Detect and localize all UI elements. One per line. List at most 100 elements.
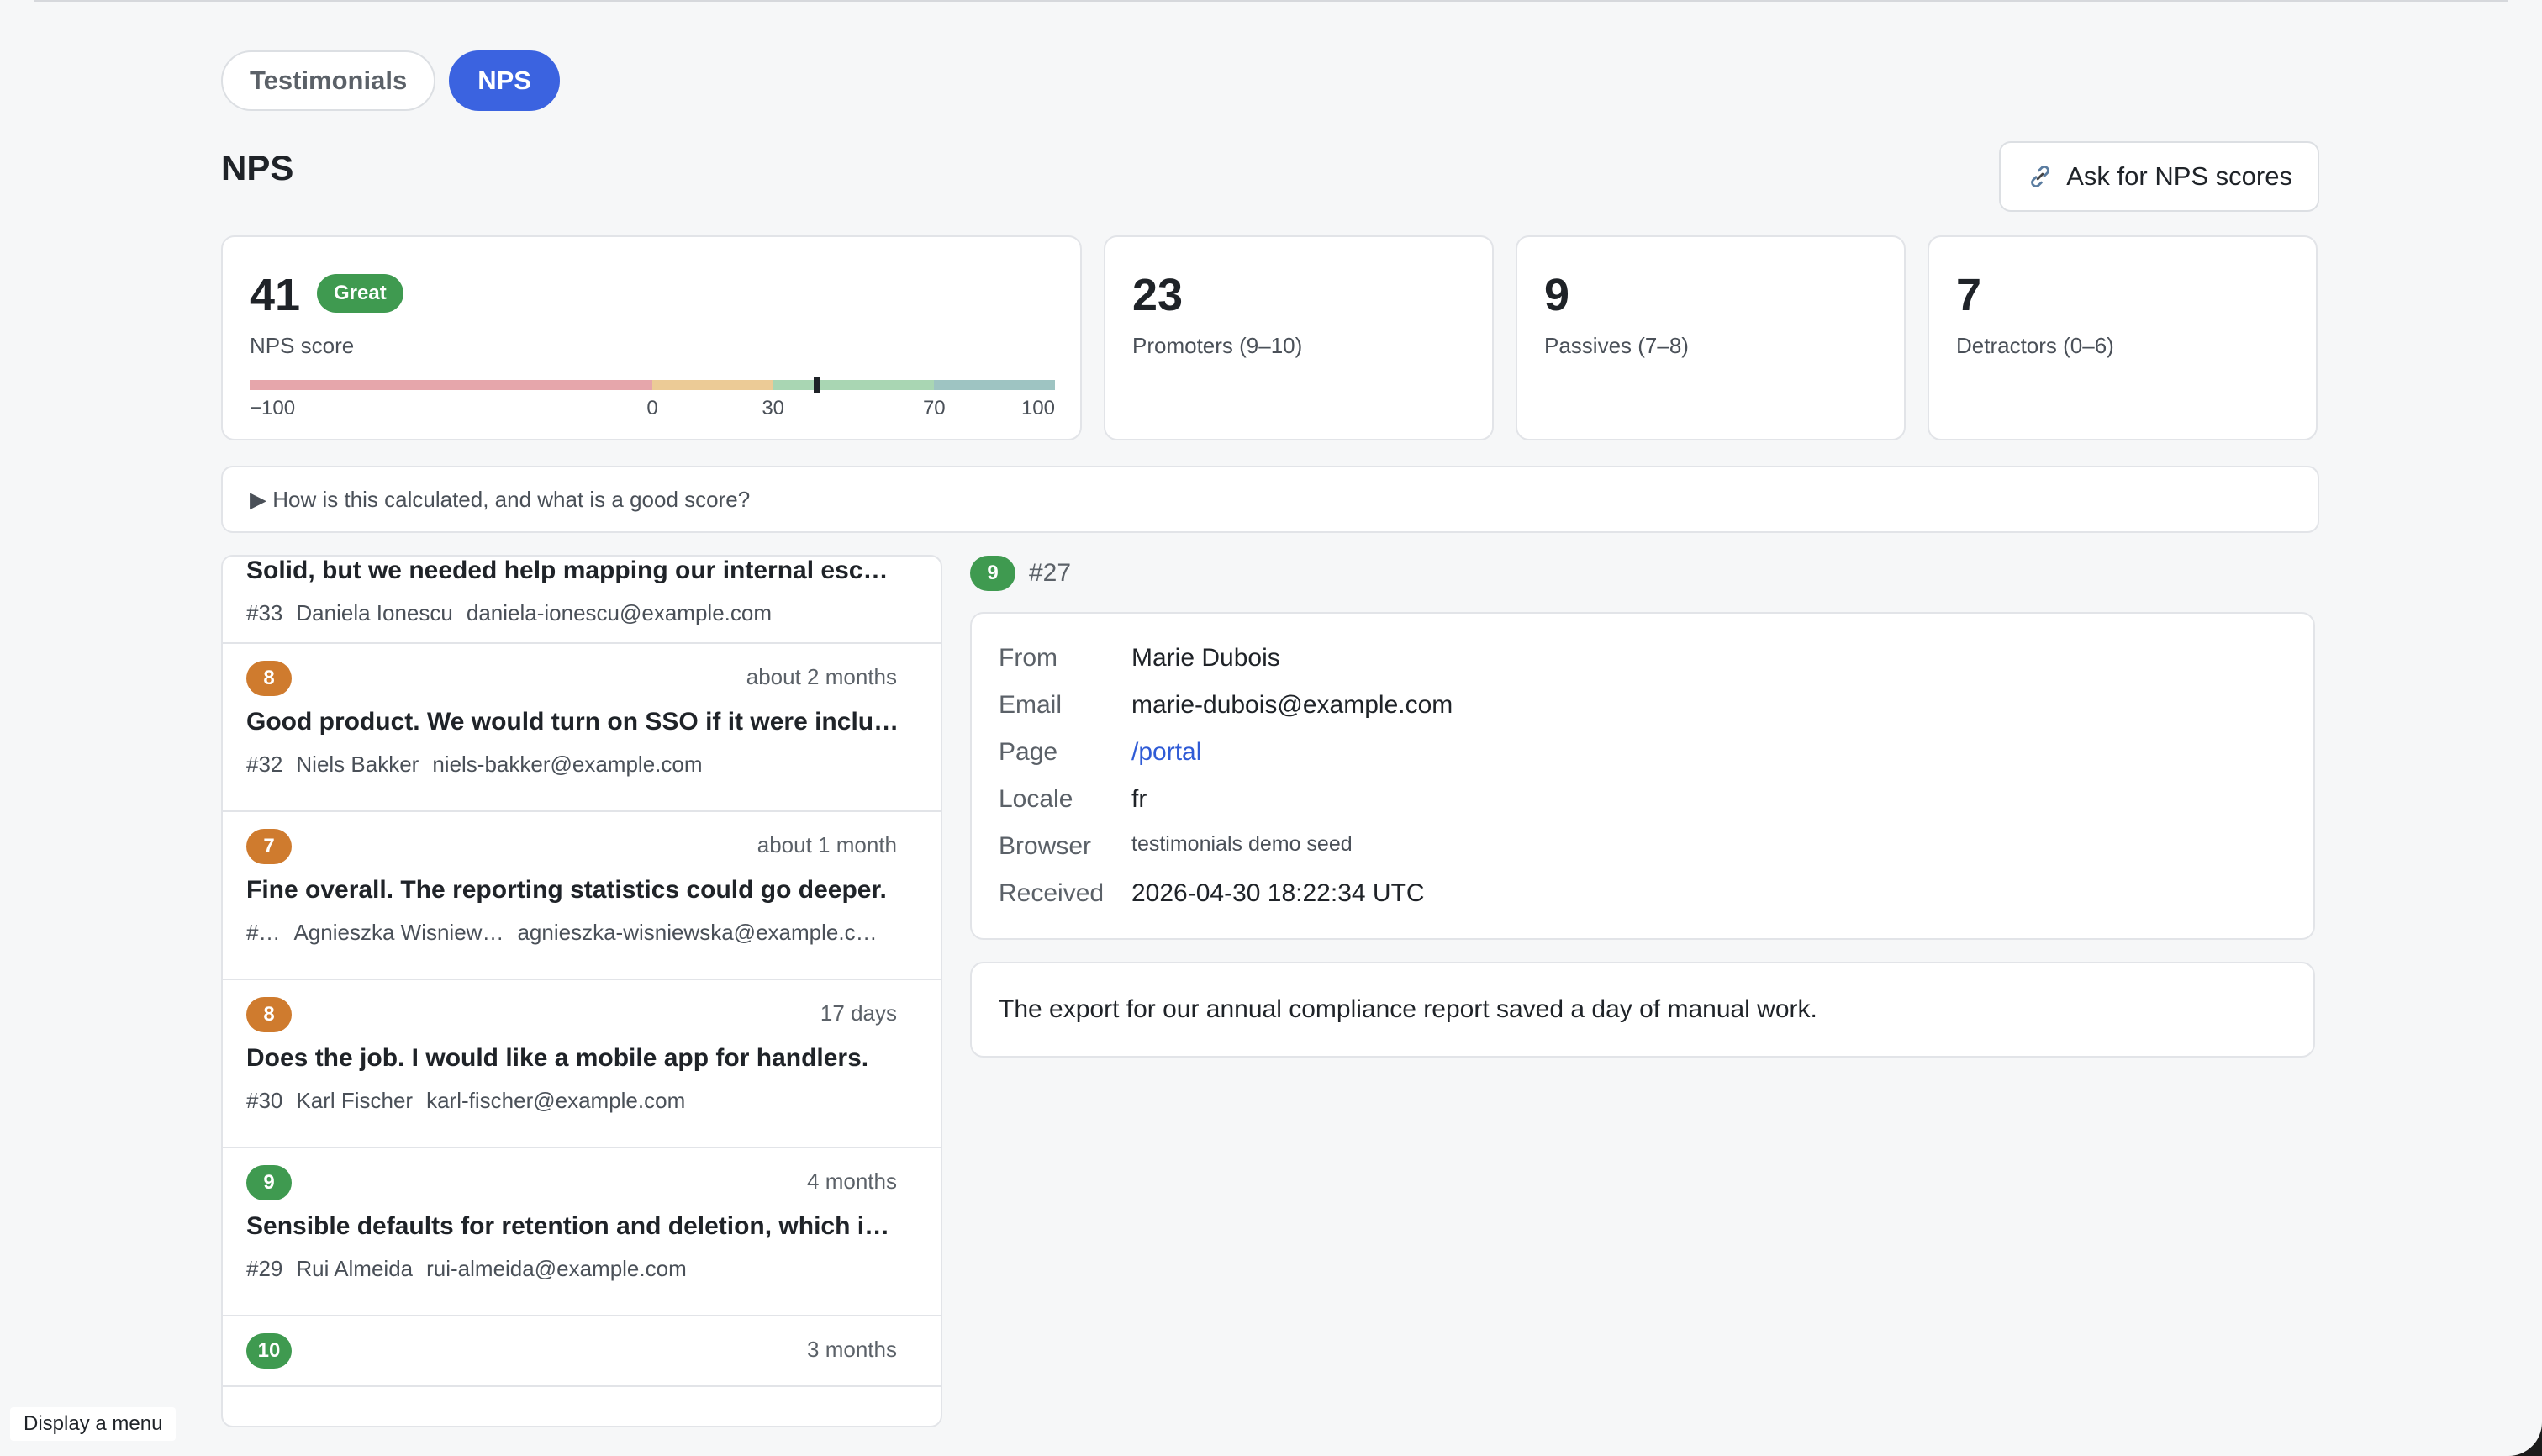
detail-key: Browser xyxy=(999,832,1092,860)
detail-key: Locale xyxy=(999,785,1073,813)
response-time: 3 months xyxy=(807,1337,897,1362)
responses-list: Solid, but we needed help mapping our in… xyxy=(221,555,942,1427)
tab-nps[interactable]: NPS xyxy=(449,50,560,111)
score-badge: 8 xyxy=(246,661,292,696)
passives-card: 9 Passives (7–8) xyxy=(1516,235,1906,440)
response-email: agnieszka-wisniewska@example.c… xyxy=(517,920,878,945)
detail-key: From xyxy=(999,644,1057,672)
detail-row-browser: Browser testimonials demo seed xyxy=(999,832,1353,861)
detail-score-badge: 9 xyxy=(970,556,1015,591)
response-text: Fine overall. The reporting statistics c… xyxy=(246,876,887,904)
response-name: Karl Fischer xyxy=(296,1088,414,1113)
detail-row-page: Page /portal xyxy=(999,738,1201,767)
response-id: #32 xyxy=(246,752,283,777)
calculation-disclosure[interactable]: ▶ How is this calculated, and what is a … xyxy=(221,466,2319,533)
response-email: niels-bakker@example.com xyxy=(432,752,703,777)
response-detail: 9 #27 From Marie Dubois Email marie-dubo… xyxy=(970,555,2315,1058)
scale-tick-label: −100 xyxy=(250,397,296,419)
promoters-label: Promoters (9–10) xyxy=(1132,333,1303,358)
nps-score-label: NPS score xyxy=(250,333,355,358)
stats-row: 41 Great NPS score −100 0 30 70 100 23 P… xyxy=(221,235,2319,440)
nps-score-card: 41 Great NPS score −100 0 30 70 100 xyxy=(221,235,1082,440)
list-item[interactable]: 9 4 months Sensible defaults for retenti… xyxy=(223,1147,941,1316)
detail-row-locale: Locale fr xyxy=(999,785,1147,814)
list-item[interactable]: 10 3 months xyxy=(223,1315,941,1387)
scale-segment-good xyxy=(773,380,935,390)
response-text: Solid, but we needed help mapping our in… xyxy=(246,557,902,584)
response-meta: #33 Daniela Ionescu daniela-ionescu@exam… xyxy=(246,600,919,626)
scale-segment-great xyxy=(934,380,1055,390)
detail-value: Marie Dubois xyxy=(1131,644,1280,672)
response-email: rui-almeida@example.com xyxy=(426,1256,687,1281)
scale-tick-label: 30 xyxy=(762,397,785,419)
scale-tick-label: 100 xyxy=(1020,397,1055,419)
detail-value: 2026-04-30 18:22:34 UTC xyxy=(1131,879,1425,907)
response-id: #33 xyxy=(246,600,283,625)
detail-value: testimonials demo seed xyxy=(1131,832,1353,856)
menu-tooltip: Display a menu xyxy=(10,1407,177,1441)
score-badge: 9 xyxy=(246,1165,292,1200)
response-meta: #29 Rui Almeida rui-almeida@example.com xyxy=(246,1256,919,1282)
detail-row-received: Received 2026-04-30 18:22:34 UTC xyxy=(999,879,1425,908)
detail-value: fr xyxy=(1131,785,1147,813)
passives-label: Passives (7–8) xyxy=(1544,333,1689,358)
ask-button-label: Ask for NPS scores xyxy=(2066,161,2292,191)
ask-for-nps-button[interactable]: Ask for NPS scores xyxy=(1999,141,2319,212)
top-divider xyxy=(34,0,2508,2)
response-id: #… xyxy=(246,920,281,945)
detractors-count: 7 xyxy=(1956,270,1982,320)
promoters-card: 23 Promoters (9–10) xyxy=(1104,235,1494,440)
response-comment: The export for our annual compliance rep… xyxy=(970,962,2315,1058)
tab-testimonials[interactable]: Testimonials xyxy=(221,50,436,111)
detail-value: marie-dubois@example.com xyxy=(1131,691,1453,719)
detail-key: Email xyxy=(999,691,1063,719)
score-badge: 8 xyxy=(246,997,292,1032)
response-id: #29 xyxy=(246,1256,283,1281)
score-badge: 7 xyxy=(246,829,292,864)
page-title: NPS xyxy=(221,148,294,187)
list-item[interactable]: 8 about 2 months Good product. We would … xyxy=(223,642,941,812)
tab-bar: Testimonials NPS xyxy=(221,50,2319,111)
response-name: Agnieszka Wisniew… xyxy=(293,920,504,945)
scale-tick-label: 70 xyxy=(922,397,946,419)
detail-key: Page xyxy=(999,738,1058,766)
score-badge: 10 xyxy=(246,1333,292,1369)
response-time: 17 days xyxy=(820,1000,897,1026)
response-email: karl-fischer@example.com xyxy=(426,1088,686,1113)
response-text: Sensible defaults for retention and dele… xyxy=(246,1212,890,1240)
nps-scale-bar xyxy=(250,377,1055,393)
detail-row-email: Email marie-dubois@example.com xyxy=(999,691,1453,720)
response-time: 4 months xyxy=(807,1168,897,1194)
response-meta: #… Agnieszka Wisniew… agnieszka-wisniews… xyxy=(246,920,919,946)
response-name: Daniela Ionescu xyxy=(296,600,453,625)
response-time: about 1 month xyxy=(757,832,897,857)
page-header: NPS Ask for NPS scores xyxy=(221,141,2319,212)
response-text: Good product. We would turn on SSO if it… xyxy=(246,708,899,736)
scale-tick-label: 0 xyxy=(646,397,658,419)
detail-key: Received xyxy=(999,879,1105,907)
list-item[interactable]: 8 17 days Does the job. I would like a m… xyxy=(223,979,941,1148)
page-link[interactable]: /portal xyxy=(1131,738,1202,766)
response-meta: #30 Karl Fischer karl-fischer@example.co… xyxy=(246,1088,919,1114)
response-text: Does the job. I would like a mobile app … xyxy=(246,1044,869,1072)
list-item[interactable]: Solid, but we needed help mapping our in… xyxy=(223,557,941,644)
detail-fields-card: From Marie Dubois Email marie-dubois@exa… xyxy=(970,612,2315,940)
passives-count: 9 xyxy=(1544,270,1570,320)
response-time: about 2 months xyxy=(746,664,897,689)
promoters-count: 23 xyxy=(1132,270,1184,320)
detractors-label: Detractors (0–6) xyxy=(1956,333,2114,358)
nps-score-marker xyxy=(814,377,821,393)
response-name: Rui Almeida xyxy=(296,1256,414,1281)
scale-segment-ok xyxy=(652,380,773,390)
main-content: Testimonials NPS NPS Ask for NPS scores … xyxy=(221,50,2319,533)
response-meta: #32 Niels Bakker niels-bakker@example.co… xyxy=(246,752,919,778)
detail-header: 9 #27 xyxy=(970,555,2315,592)
response-id: #30 xyxy=(246,1088,283,1113)
detail-row-from: From Marie Dubois xyxy=(999,644,1280,673)
detail-id: #27 xyxy=(1029,559,1072,587)
list-item[interactable]: 7 about 1 month Fine overall. The report… xyxy=(223,810,941,980)
nps-score-value: 41 xyxy=(250,270,301,320)
link-icon xyxy=(2031,165,2050,188)
response-email: daniela-ionescu@example.com xyxy=(466,600,772,625)
score-rating-badge: Great xyxy=(317,274,403,313)
